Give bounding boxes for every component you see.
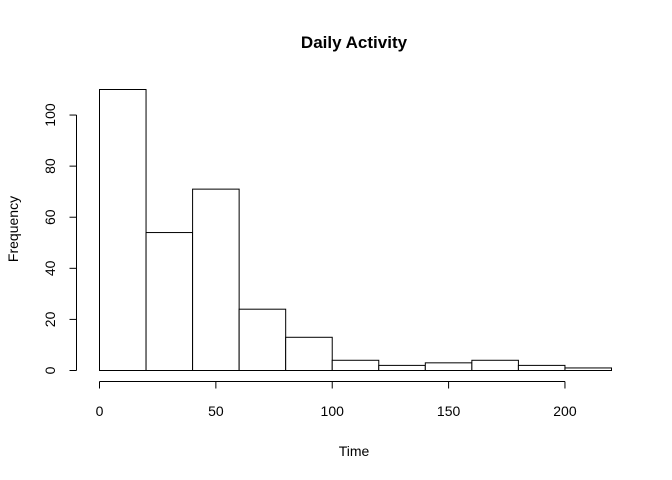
y-tick-label-0: 0 (42, 366, 58, 374)
bar-180-200 (517, 364, 566, 371)
x-axis-label: Time (339, 443, 370, 459)
y-axis-label: Frequency (5, 196, 21, 262)
bar-160-180 (471, 359, 519, 372)
y-tick-label-100: 100 (42, 103, 58, 127)
bars-group (99, 89, 612, 372)
y-tick-label-40: 40 (42, 260, 58, 276)
bar-100-120 (331, 359, 380, 372)
y-tick-label-20: 20 (42, 311, 58, 327)
y-tick-label-80: 80 (42, 158, 58, 174)
y-axis: 0 20 40 60 80 100 (42, 103, 77, 374)
x-tick-label-200: 200 (553, 403, 577, 419)
x-axis: 0 50 100 150 200 (96, 381, 577, 419)
bar-200-220 (564, 367, 612, 372)
bar-120-140 (378, 364, 426, 371)
x-tick-label-100: 100 (321, 403, 345, 419)
x-tick-label-50: 50 (208, 403, 224, 419)
bar-60-80 (238, 308, 287, 372)
bar-140-160 (424, 362, 473, 372)
bar-0-20 (99, 89, 147, 371)
chart-title: Daily Activity (301, 33, 408, 52)
bar-80-100 (285, 336, 333, 372)
x-tick-label-0: 0 (96, 403, 104, 419)
bar-20-40 (145, 232, 194, 371)
bar-40-60 (192, 188, 240, 371)
x-tick-label-150: 150 (437, 403, 461, 419)
y-tick-label-60: 60 (42, 209, 58, 225)
